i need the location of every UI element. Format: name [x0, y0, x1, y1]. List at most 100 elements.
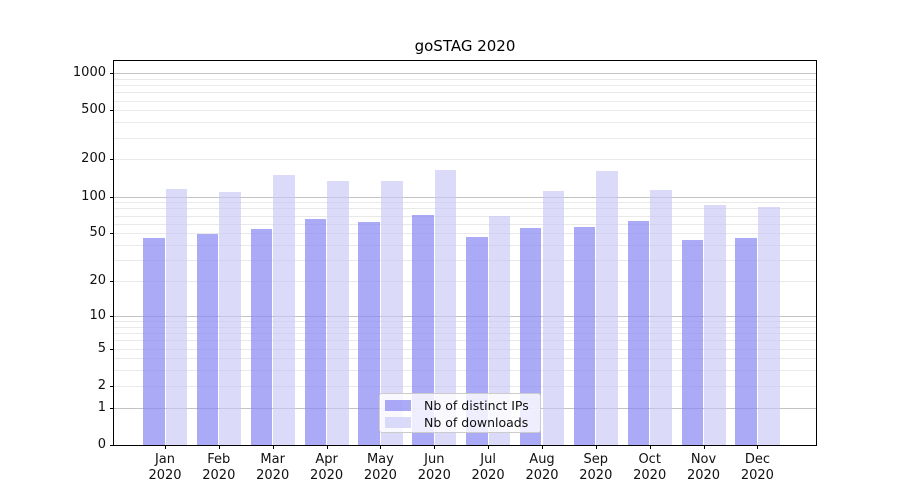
bar-distinct-ips — [143, 237, 165, 445]
grid-line-major — [114, 315, 816, 317]
x-tick-label: Aug 2020 — [525, 452, 559, 483]
grid-line-minor — [114, 202, 816, 204]
x-tick-mark — [272, 445, 274, 449]
x-tick-label: Dec 2020 — [740, 452, 774, 483]
x-tick-mark — [218, 445, 220, 449]
x-tick-mark — [542, 445, 543, 449]
grid-line-minor — [114, 370, 816, 372]
grid-line-minor — [114, 215, 816, 217]
y-tick-mark — [110, 348, 114, 350]
grid-line-minor — [114, 321, 816, 322]
y-tick-mark — [110, 196, 114, 198]
y-tick-mark — [110, 315, 114, 317]
bar-downloads — [327, 180, 349, 445]
y-tick-label: 2 — [97, 377, 106, 393]
grid-line-minor — [114, 100, 816, 102]
bar-distinct-ips — [627, 221, 650, 445]
grid-line-minor — [114, 348, 816, 350]
x-tick-mark — [165, 445, 166, 449]
y-tick-label: 50 — [89, 225, 106, 241]
bar-downloads — [704, 205, 726, 445]
bar-distinct-ips — [573, 227, 596, 445]
y-tick-label: 0 — [97, 437, 106, 452]
bar-distinct-ips — [519, 228, 542, 445]
grid-line-minor — [114, 233, 816, 235]
bar-downloads — [758, 207, 780, 445]
y-tick-label: 10 — [89, 307, 106, 323]
x-tick-mark — [703, 445, 705, 449]
grid-line-minor — [114, 358, 816, 360]
bar-downloads — [381, 180, 403, 445]
bar-distinct-ips — [250, 229, 273, 445]
y-tick-label: 20 — [89, 273, 106, 289]
grid-line-minor — [114, 85, 816, 86]
x-tick-mark — [488, 445, 490, 449]
y-tick-mark — [110, 159, 114, 161]
x-tick-mark — [380, 445, 382, 449]
bar-downloads — [488, 215, 511, 445]
bars-layer — [114, 61, 816, 445]
bar-downloads — [542, 190, 565, 445]
grid-line-minor — [114, 245, 816, 246]
plot-area — [113, 60, 817, 446]
bar-downloads — [434, 169, 457, 445]
y-tick-mark — [110, 110, 114, 112]
grid-line-minor — [114, 260, 816, 262]
y-tick-label: 5 — [97, 340, 106, 356]
x-tick-label: Jan 2020 — [148, 452, 182, 483]
bar-downloads — [596, 171, 618, 445]
grid-line-minor — [114, 340, 816, 342]
x-tick-mark — [649, 445, 651, 449]
grid-line-minor — [114, 208, 816, 210]
legend: Nb of distinct IPs Nb of downloads — [379, 393, 541, 433]
grid-line-minor — [114, 137, 816, 139]
legend-label-downloads: Nb of downloads — [424, 415, 529, 430]
bar-distinct-ips — [466, 236, 488, 445]
x-tick-label: Mar 2020 — [256, 452, 290, 483]
x-tick-label: Sep 2020 — [579, 452, 613, 483]
y-tick-mark — [110, 233, 114, 235]
y-tick-mark — [110, 385, 114, 387]
y-tick-label: 200 — [81, 151, 106, 167]
legend-item-downloads: Nb of downloads — [385, 414, 540, 431]
x-tick-mark — [595, 445, 597, 449]
y-tick-mark — [110, 407, 114, 409]
y-tick-label: 100 — [81, 188, 106, 204]
y-tick-label: 1000 — [72, 65, 106, 80]
bar-distinct-ips — [196, 234, 219, 445]
bar-distinct-ips — [412, 214, 434, 445]
x-tick-label: Jun 2020 — [417, 452, 451, 483]
y-tick-label: 500 — [81, 102, 106, 118]
x-tick-label: May 2020 — [363, 452, 397, 483]
bar-distinct-ips — [681, 240, 704, 445]
y-tick-label: 1 — [97, 399, 106, 415]
grid-line-minor — [114, 333, 816, 334]
grid-line-minor — [114, 281, 816, 283]
bar-downloads — [650, 190, 672, 445]
bar-downloads — [273, 174, 295, 445]
bar-distinct-ips — [735, 237, 757, 445]
grid-line-minor — [114, 110, 816, 112]
grid-line-minor — [114, 223, 816, 225]
x-tick-label: Apr 2020 — [310, 452, 344, 483]
x-tick-mark — [757, 445, 759, 449]
x-tick-label: Nov 2020 — [686, 452, 721, 483]
grid-line-minor — [114, 159, 816, 161]
grid-layer — [114, 61, 816, 445]
y-tick-mark — [110, 445, 114, 446]
legend-swatch-downloads — [385, 417, 411, 428]
bar-distinct-ips — [304, 219, 327, 445]
bar-downloads — [219, 191, 241, 445]
x-tick-mark — [326, 445, 328, 449]
x-tick-label: Feb 2020 — [202, 452, 236, 483]
grid-line-minor — [114, 92, 816, 94]
grid-line-major — [114, 73, 816, 74]
x-tick-label: Oct 2020 — [633, 452, 667, 483]
chart-title: goSTAG 2020 — [414, 37, 516, 55]
grid-line-major — [114, 196, 816, 198]
y-tick-mark — [110, 281, 114, 283]
grid-line-minor — [114, 326, 816, 328]
bar-downloads — [165, 189, 188, 445]
legend-label-distinct-ips: Nb of distinct IPs — [424, 398, 529, 413]
